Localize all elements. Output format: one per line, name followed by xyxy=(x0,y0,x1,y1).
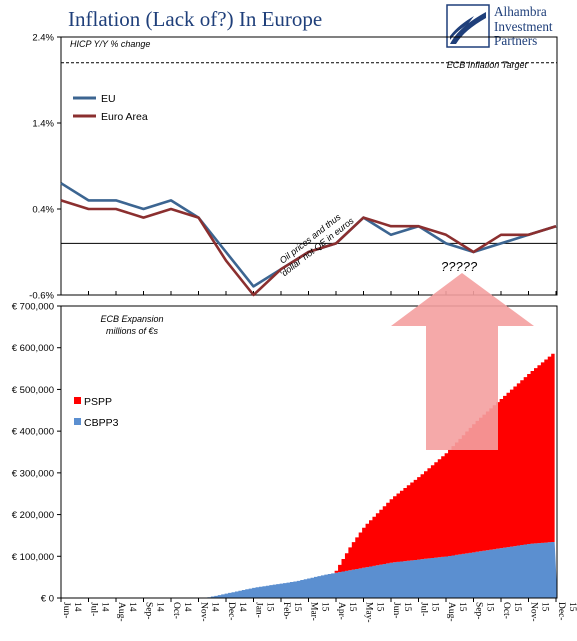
x-tick-label-year: 14 xyxy=(237,602,247,612)
x-tick-label-year: 15 xyxy=(402,602,412,612)
inflation-y-tick-label: 2.4% xyxy=(32,33,54,44)
expansion-y-tick-label: € 300,000 xyxy=(12,468,54,479)
x-tick-label-month: Dec- xyxy=(556,602,566,620)
inflation-y-tick-label: 0.4% xyxy=(32,205,54,216)
expansion-y-tick-label: € 600,000 xyxy=(12,343,54,354)
legend-euro-area-label: Euro Area xyxy=(101,111,148,123)
expansion-y-axis-label-line-1: ECB Expansion xyxy=(100,314,163,324)
x-tick-label-year: 14 xyxy=(127,602,137,612)
x-tick-label-year: 14 xyxy=(72,602,82,612)
x-tick-label-month: Jul- xyxy=(89,602,99,616)
legend-eu-label: EU xyxy=(101,93,116,105)
ecb-target-label: ECB Inflation Target xyxy=(447,60,528,70)
x-tick-label-year: 15 xyxy=(567,602,577,612)
x-tick-label-month: Oct- xyxy=(501,602,511,619)
x-tick-label-month: Apr- xyxy=(336,602,346,620)
x-tick-label-month: Feb- xyxy=(281,602,291,619)
legend-pspp-swatch xyxy=(74,397,81,404)
x-tick-label-month: May- xyxy=(364,602,374,623)
x-tick-label-month: Sep- xyxy=(474,602,484,619)
inflation-y-tick-label: -0.6% xyxy=(29,291,54,302)
inflation-y-axis-label: HICP Y/Y % change xyxy=(70,39,150,49)
x-tick-label-year: 15 xyxy=(457,602,467,612)
x-tick-label-month: Jul- xyxy=(419,602,429,616)
logo-text-line-2: Investment xyxy=(494,18,553,34)
x-tick-label-month: Jun- xyxy=(61,602,71,618)
pspp-area xyxy=(204,350,555,598)
expansion-y-tick-label: € 0 xyxy=(41,594,54,605)
x-tick-label-year: 15 xyxy=(512,602,522,612)
x-tick-label-year: 15 xyxy=(347,602,357,612)
x-tick-label-year: 14 xyxy=(100,602,110,612)
x-tick-label-year: 14 xyxy=(182,602,192,612)
expansion-y-tick-label: € 500,000 xyxy=(12,385,54,396)
x-tick-label-year: 15 xyxy=(292,602,302,612)
inflation-chart: HICP Y/Y % change ECB Inflation Target 2… xyxy=(29,33,558,302)
question-marks-annotation: ????? xyxy=(441,259,478,274)
x-tick-label-year: 15 xyxy=(320,602,330,612)
x-tick-label-month: Sep- xyxy=(144,602,154,619)
x-tick-label-year: 15 xyxy=(375,602,385,612)
legend-pspp-label: PSPP xyxy=(84,396,112,408)
x-tick-label-month: Mar- xyxy=(309,602,319,621)
expansion-y-tick-label: € 400,000 xyxy=(12,427,54,438)
x-tick-label-month: Aug- xyxy=(116,602,126,622)
logo-text-line-1: Alhambra xyxy=(494,4,547,19)
page-title: Inflation (Lack of?) In Europe xyxy=(68,7,323,31)
ecb-expansion-chart: ECB Expansion millions of €s € 0 € 100,00… xyxy=(12,259,558,605)
expansion-y-axis-label-line-2: millions of €s xyxy=(106,326,159,336)
expansion-y-tick-label: € 100,000 xyxy=(12,552,54,563)
x-tick-label-month: Jun- xyxy=(391,602,401,618)
x-tick-label-year: 15 xyxy=(485,602,495,612)
cbpp3-area xyxy=(204,541,558,598)
x-tick-label-month: Dec- xyxy=(226,602,236,620)
x-tick-label-month: Oct- xyxy=(171,602,181,619)
x-tick-label-year: 15 xyxy=(430,602,440,612)
logo-mark-icon xyxy=(446,4,490,48)
expansion-y-tick-label: € 200,000 xyxy=(12,510,54,521)
x-tick-label-month: Aug- xyxy=(446,602,456,622)
inflation-y-tick-label: 1.4% xyxy=(32,119,54,130)
x-tick-label-month: Jan- xyxy=(254,602,264,618)
x-tick-label-month: Nov- xyxy=(199,602,209,622)
legend-cbpp3-swatch xyxy=(74,418,81,425)
x-tick-label-month: Nov- xyxy=(529,602,539,622)
x-tick-label-year: 14 xyxy=(210,602,220,612)
x-tick-label-year: 15 xyxy=(265,602,275,612)
legend-cbpp3-label: CBPP3 xyxy=(84,417,119,429)
x-tick-label-year: 14 xyxy=(155,602,165,612)
expansion-y-tick-label: € 700,000 xyxy=(12,302,54,313)
up-arrow-annotation xyxy=(391,273,534,450)
x-tick-label-year: 15 xyxy=(540,602,550,612)
